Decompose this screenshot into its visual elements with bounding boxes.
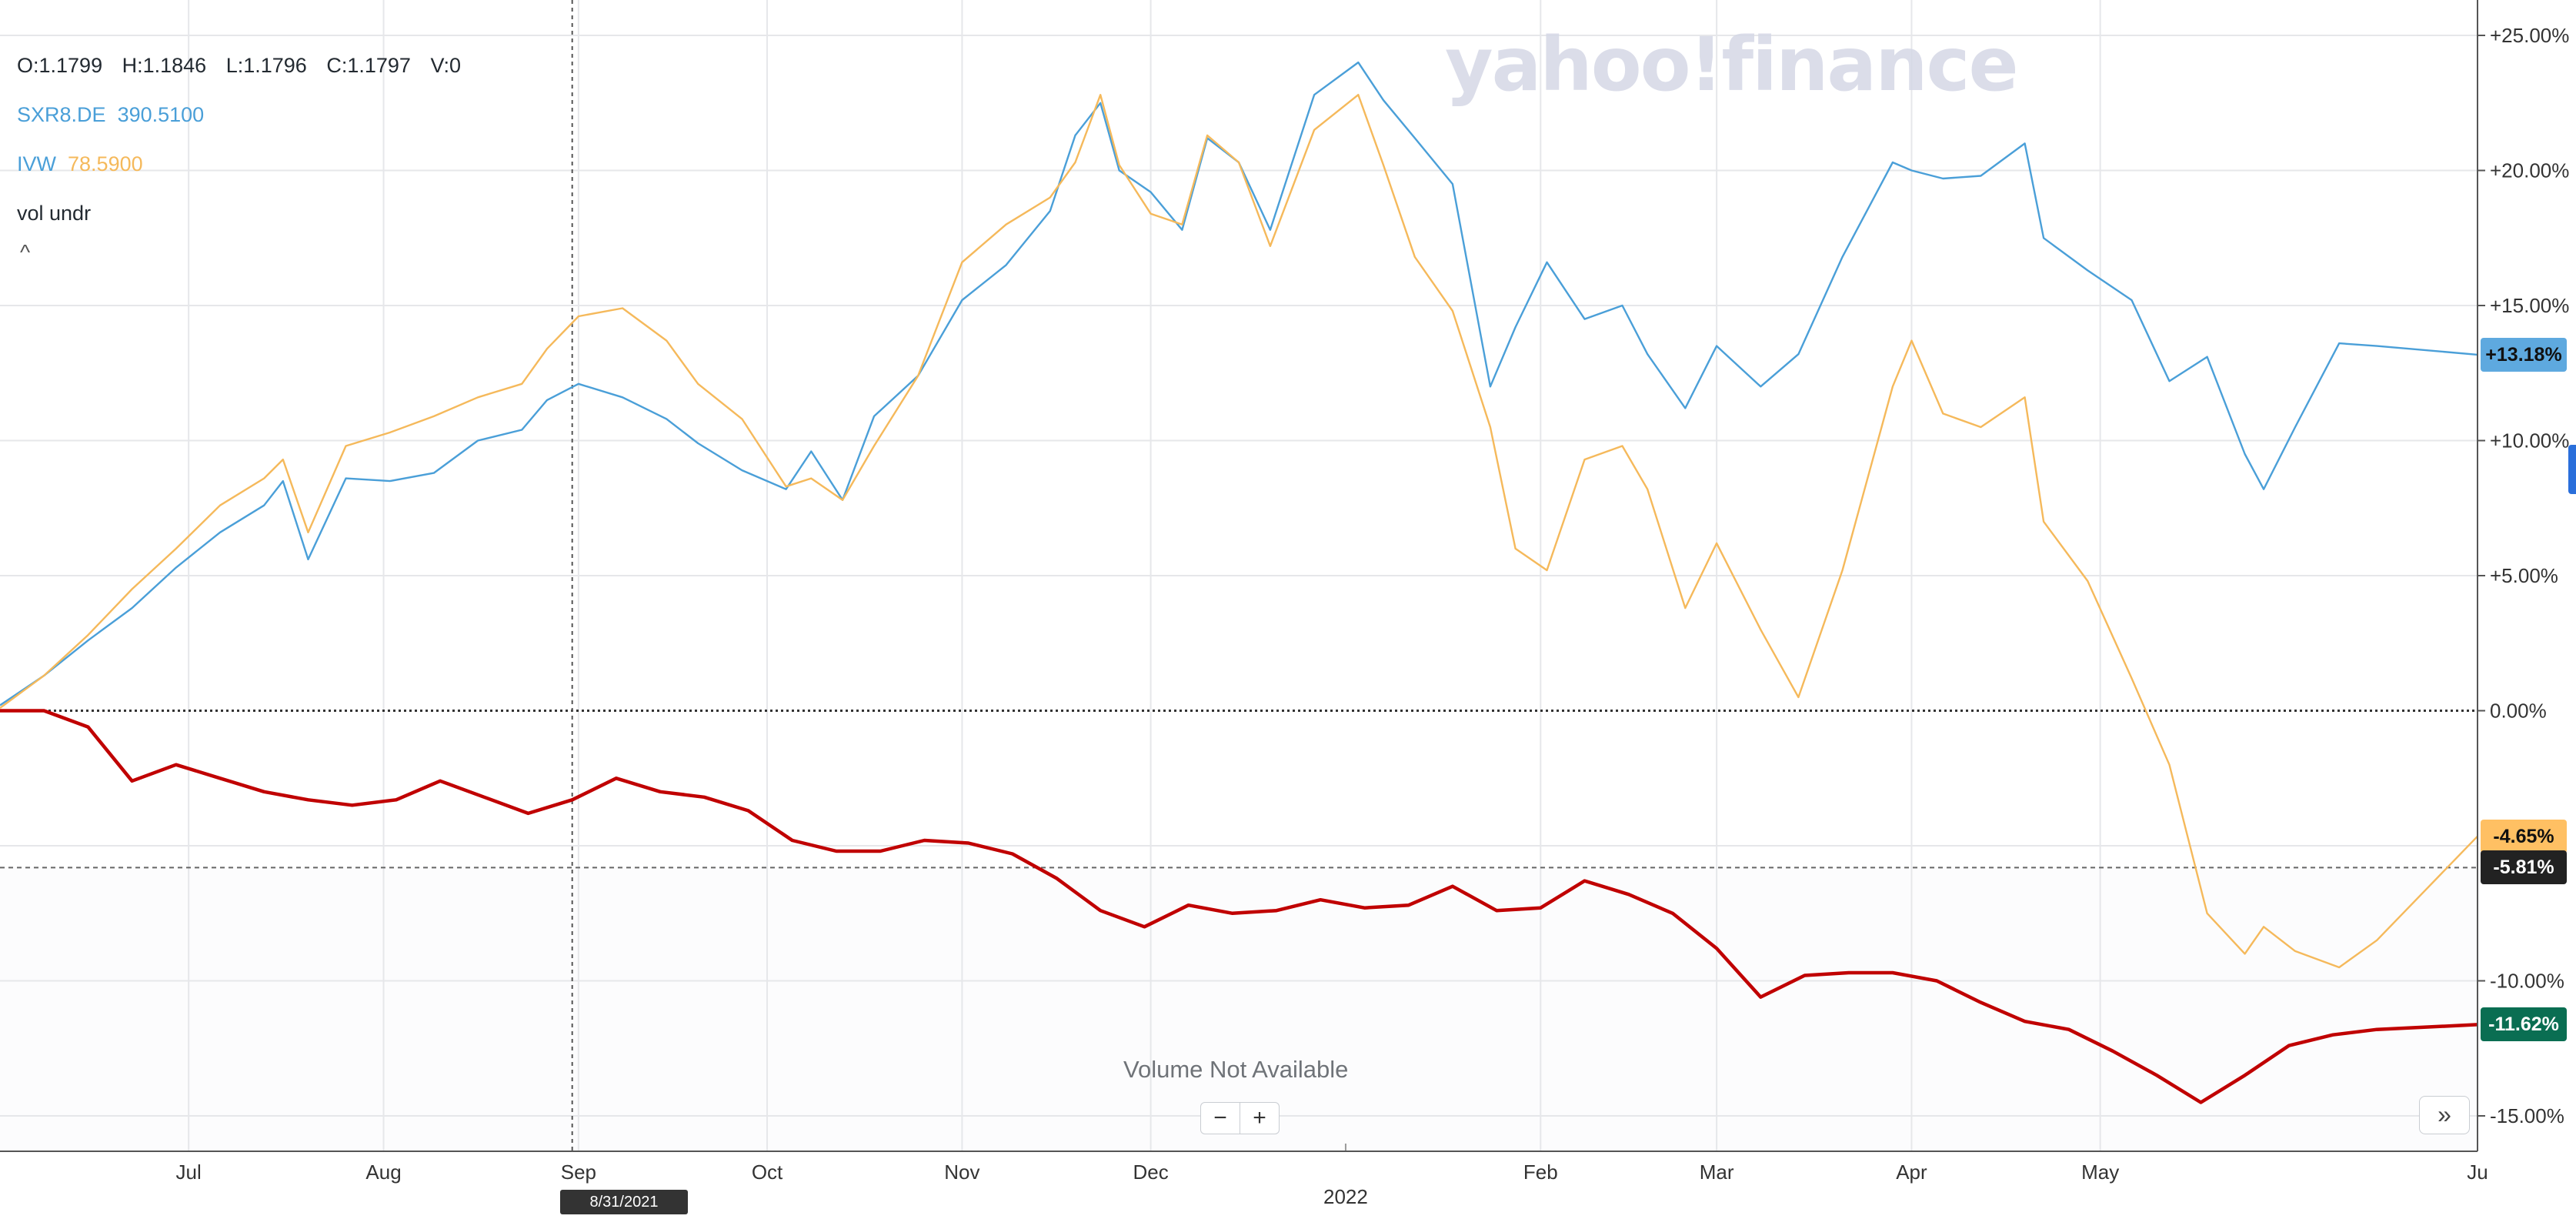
y-tick-label: +25.00% (2490, 24, 2569, 47)
last-value-badge-sxr8: +13.18% (2481, 337, 2567, 372)
collapse-legend-icon[interactable]: ^ (20, 240, 31, 264)
x-tick-label: Dec (1133, 1161, 1168, 1184)
x-tick-label: Sep (561, 1161, 596, 1184)
x-tick-label: Nov (944, 1161, 979, 1184)
volume-not-available-note: Volume Not Available (1123, 1056, 1349, 1083)
y-tick-label: +5.00% (2490, 564, 2558, 587)
last-value-badge-ivw: -4.65% (2481, 819, 2567, 853)
series-line-sxr8 (0, 61, 2478, 706)
legend-item-ivw[interactable]: IVW 78.5900 (17, 143, 475, 192)
ohlc-readout: O:1.1799 H:1.1846 L:1.1796 C:1.1797 V:0 (17, 45, 475, 94)
current-value-badge: -5.81% (2481, 850, 2567, 885)
x-tick-label: Apr (1896, 1161, 1927, 1184)
x-tick-label: Mar (1700, 1161, 1734, 1184)
low-value: L:1.1796 (225, 54, 307, 77)
y-tick-label: +10.00% (2490, 429, 2569, 453)
close-value: C:1.1797 (326, 54, 411, 77)
legend-item-sxr8[interactable]: SXR8.DE 390.5100 (17, 94, 475, 143)
high-value: H:1.1846 (122, 54, 207, 77)
zoom-controls: − + (1200, 1102, 1280, 1134)
series-lines (0, 61, 2478, 1104)
y-tick-label: +20.00% (2490, 159, 2569, 182)
zoom-out-button[interactable]: − (1213, 1105, 1227, 1130)
y-tick-label: +15.00% (2490, 294, 2569, 317)
open-value: O:1.1799 (17, 54, 103, 77)
yahoo-finance-watermark: yahoo!finance (1445, 22, 2019, 108)
y-tick-label: -10.00% (2490, 970, 2564, 993)
legend-item-vol-undr[interactable]: vol undr (17, 192, 475, 242)
x-tick-label: Aug (365, 1161, 401, 1184)
chart-legend: O:1.1799 H:1.1846 L:1.1796 C:1.1797 V:0 … (17, 45, 475, 242)
series-line-vol-undr (0, 709, 2478, 1104)
volume-value: V:0 (430, 54, 461, 77)
y-tick-label: -15.00% (2490, 1104, 2564, 1127)
series-line-ivw (0, 93, 2478, 969)
zoom-in-button[interactable]: + (1240, 1103, 1279, 1134)
reference-lines (0, 0, 2478, 1151)
last-value-badge-vol-undr: -11.62% (2481, 1007, 2567, 1042)
legend-value-sxr8: 390.5100 (117, 103, 205, 126)
x-tick-label: Jul (176, 1161, 202, 1184)
x-tick-label: Oct (752, 1161, 783, 1184)
x-tick-label: May (2081, 1161, 2119, 1184)
y-tick-label: 0.00% (2490, 700, 2547, 723)
expand-chevron-icon[interactable]: » (2419, 1096, 2470, 1134)
x-tick-label: Ju (2467, 1161, 2488, 1184)
legend-symbol-ivw: IVW (17, 152, 56, 175)
crosshair-date-label: 8/31/2021 (560, 1190, 688, 1214)
legend-value-ivw: 78.5900 (68, 152, 143, 175)
x-tick-label: Feb (1523, 1161, 1558, 1184)
legend-symbol-sxr8: SXR8.DE (17, 103, 106, 126)
legend-symbol-vol-undr: vol undr (17, 202, 92, 225)
side-panel-tab[interactable] (2568, 445, 2576, 494)
x-tick-label: 2022 (1323, 1185, 1368, 1208)
